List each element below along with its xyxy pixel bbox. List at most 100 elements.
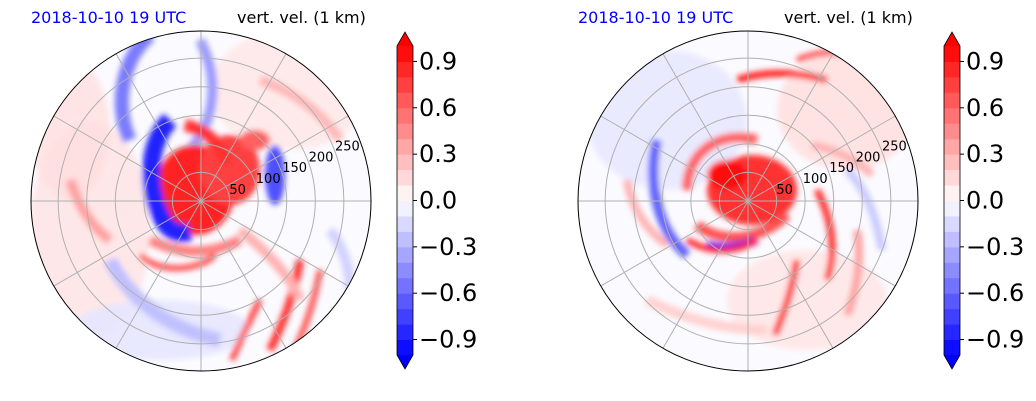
radial-tick-label: 50 [229,183,246,198]
colorbar: 0.9 0.6 0.3 0.0 −0.3 −0.6 −0.9 [943,31,1024,370]
colorbar-band [944,308,960,325]
polar-field [30,30,372,372]
polar-grid-spokes [578,31,918,371]
polar-grid-spokes [31,31,371,371]
colorbar-band [397,308,413,325]
colorbar-tick-label: −0.6 [419,279,477,307]
left-chart: 2018-10-10 19 UTC vert. vel. (1 km) [30,8,477,372]
radial-tick-label: 250 [335,139,360,154]
right-panel: 2018-10-10 19 UTC vert. vel. (1 km) [547,0,1036,401]
polar-frame [577,30,919,372]
radial-tick-label: 200 [309,150,334,165]
colorbar-tick-label: 0.6 [966,94,1004,122]
colorbar-tick-label: 0.9 [419,47,457,75]
colorbar-band [944,92,960,109]
radial-tick-label: 100 [803,172,828,187]
grid-spoke [600,115,749,202]
grid-spoke [200,200,349,287]
radial-tick-label: 200 [856,150,881,165]
colorbar-band [944,185,960,201]
grid-spoke [200,200,287,349]
colorbar-band [397,339,413,356]
left-panel: 2018-10-10 19 UTC vert. vel. (1 km) [30,8,477,372]
colorbar-band [397,215,413,232]
right-chart: 2018-10-10 19 UTC vert. vel. (1 km) [577,8,1024,372]
chart-time-title: 2018-10-10 19 UTC [31,8,186,27]
colorbar-tick-label: 0.6 [419,94,457,122]
colorbar-band [944,76,960,93]
grid-spoke [747,200,896,287]
colorbar-outline [943,31,961,370]
colorbar-extend-high [944,32,960,46]
colorbar-band [397,107,413,124]
grid-spoke [600,200,749,287]
colorbar-band [944,123,960,140]
grid-spoke [747,53,834,202]
colorbar-band [397,169,413,186]
colorbar-band [944,138,960,155]
colorbar-band [397,76,413,93]
colorbar-band [944,277,960,294]
radial-tick-label: 150 [282,161,307,176]
colorbar-band [944,339,960,356]
colorbar-tick-label: −0.6 [966,279,1024,307]
grid-spoke [115,200,202,349]
colorbar-band [944,169,960,186]
colorbar-extend-low [397,355,413,369]
colorbar-band [397,123,413,140]
grid-spoke [200,53,287,202]
colorbar-tick-label: 0.3 [419,140,457,168]
radial-tick-label: 100 [256,172,281,187]
colorbar-tick-label: −0.3 [966,233,1024,261]
polar-field [577,30,919,372]
polar-frame [30,30,372,372]
radial-tick-label: 250 [882,139,907,154]
colorbar-band [944,293,960,310]
grid-spoke [200,115,349,202]
colorbar-band [397,185,413,201]
grid-spoke [747,200,834,349]
colorbar-tick-label: 0.0 [966,187,1004,215]
colorbar-band [397,61,413,78]
colorbar-band [944,215,960,232]
grid-spoke [115,53,202,202]
colorbar-band [397,262,413,279]
colorbar-extend-high [397,32,413,46]
colorbar-extend-low [944,355,960,369]
colorbar-tick-label: −0.9 [419,326,477,354]
colorbar-band [944,107,960,124]
colorbar-band [397,231,413,248]
colorbar-band [944,200,960,217]
chart-time-title: 2018-10-10 19 UTC [578,8,733,27]
colorbar-tick-label: −0.9 [966,326,1024,354]
colorbar-band [944,262,960,279]
radial-tick-label: 50 [776,183,793,198]
colorbar-band [397,324,413,341]
colorbar-outline [396,31,414,370]
vertical-velocity-field [587,49,917,350]
colorbar-band [397,277,413,294]
colorbar-band [944,246,960,263]
colorbar-band [397,138,413,155]
colorbar-band [944,154,960,171]
colorbar-band [397,154,413,171]
colorbar-tick-label: −0.3 [419,233,477,261]
grid-spoke [53,200,202,287]
colorbar-tick-label: 0.9 [966,47,1004,75]
radial-tick-label: 150 [829,161,854,176]
colorbar: 0.9 0.6 0.3 0.0 −0.3 −0.6 −0.9 [396,31,477,370]
colorbar-band [397,92,413,109]
chart-variable-title: vert. vel. (1 km) [237,8,366,27]
colorbar-band [397,200,413,217]
grid-spoke [53,115,202,202]
grid-spoke [662,53,749,202]
colorbar-band [397,246,413,263]
colorbar-band [397,293,413,310]
colorbar-band [944,324,960,341]
grid-spoke [662,200,749,349]
colorbar-band [397,46,413,62]
colorbar-tick-label: 0.3 [966,140,1004,168]
colorbar-tick-label: 0.0 [419,187,457,215]
